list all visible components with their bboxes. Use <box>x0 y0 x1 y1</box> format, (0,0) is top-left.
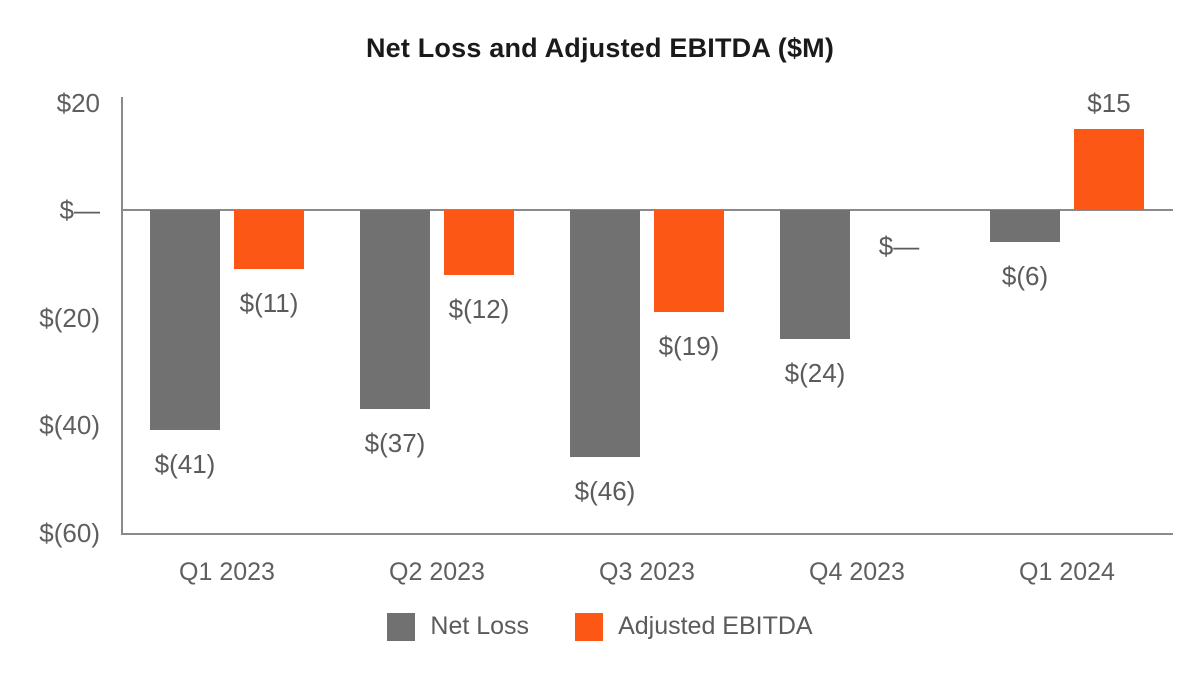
bar-adjusted-ebitda-q1-2023 <box>234 210 304 270</box>
data-label-net-loss-q3-2023: $(46) <box>574 476 636 507</box>
x-axis-label-q2-2023: Q2 2023 <box>389 558 485 586</box>
y-tick-label-0: $— <box>59 195 100 225</box>
data-label-net-loss-q1-2024: $(6) <box>1001 261 1049 292</box>
x-axis-line <box>121 533 1173 535</box>
y-tick-label-20: $20 <box>56 87 100 118</box>
y-tick-label--40: $(40) <box>39 410 100 440</box>
x-axis-label-q1-2023: Q1 2023 <box>179 558 275 586</box>
data-label-adjusted-ebitda-q4-2023: $— <box>878 231 920 261</box>
data-label-adjusted-ebitda-q3-2023: $(19) <box>658 331 720 362</box>
y-tick-label--60: $(60) <box>39 517 100 548</box>
data-label-adjusted-ebitda-q1-2023: $(11) <box>239 288 299 319</box>
data-label-net-loss-q1-2023: $(41) <box>154 449 216 480</box>
data-label-adjusted-ebitda-q2-2023: $(12) <box>448 293 510 324</box>
chart-title: Net Loss and Adjusted EBITDA ($M) <box>365 33 835 63</box>
data-label-net-loss-q4-2023: $(24) <box>784 358 846 388</box>
bar-net-loss-q2-2023 <box>360 210 430 409</box>
x-axis-label-q3-2023: Q3 2023 <box>599 558 695 586</box>
y-axis-line <box>121 97 123 535</box>
bar-net-loss-q3-2023 <box>570 210 640 458</box>
bar-adjusted-ebitda-q3-2023 <box>654 210 724 313</box>
legend-label-net-loss: Net Loss <box>430 612 530 640</box>
bar-net-loss-q1-2024 <box>990 210 1060 243</box>
bar-adjusted-ebitda-q1-2024 <box>1074 129 1144 210</box>
legend-item-adjusted-ebitda: Adjusted EBITDA <box>575 612 813 641</box>
bar-net-loss-q4-2023 <box>780 210 850 339</box>
data-label-adjusted-ebitda-q1-2024: $15 <box>1087 88 1131 119</box>
legend-item-net-loss: Net Loss <box>387 612 529 641</box>
x-axis-label-q4-2023: Q4 2023 <box>809 558 905 586</box>
legend-label-adjusted-ebitda: Adjusted EBITDA <box>618 612 813 640</box>
adjusted-ebitda-swatch-icon <box>575 612 604 641</box>
zero-baseline <box>121 209 1173 211</box>
y-tick-label--20: $(20) <box>39 302 100 333</box>
legend: Net Loss Adjusted EBITDA <box>0 612 1200 641</box>
x-axis-label-q1-2024: Q1 2024 <box>1019 558 1115 586</box>
data-label-net-loss-q2-2023: $(37) <box>364 427 426 458</box>
bar-adjusted-ebitda-q2-2023 <box>444 210 514 275</box>
net-loss-swatch-icon <box>387 612 416 641</box>
bar-net-loss-q1-2023 <box>150 210 220 431</box>
